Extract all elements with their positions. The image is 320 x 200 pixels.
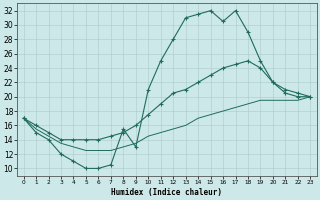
X-axis label: Humidex (Indice chaleur): Humidex (Indice chaleur) xyxy=(111,188,222,197)
